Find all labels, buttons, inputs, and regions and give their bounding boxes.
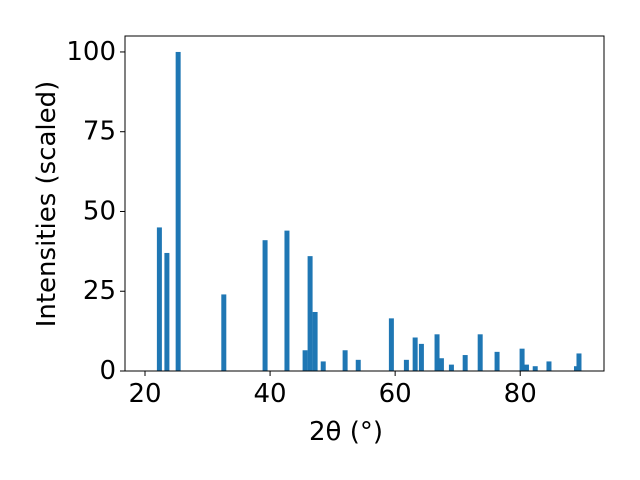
y-tick-label: 0 [99, 356, 116, 386]
bar [312, 311, 318, 371]
y-tick-label: 25 [83, 276, 116, 306]
y-axis-label: Intensities (scaled) [32, 81, 62, 328]
x-tick-label: 80 [504, 379, 537, 409]
bar [320, 361, 326, 371]
bar [221, 294, 227, 371]
bar [355, 359, 361, 371]
bar [302, 350, 308, 371]
bar [156, 227, 162, 371]
bar [388, 318, 394, 371]
bar [284, 230, 290, 371]
bar [448, 364, 454, 371]
bar [175, 51, 181, 371]
bar [523, 364, 529, 371]
bar [576, 353, 582, 371]
bar [403, 359, 409, 371]
x-tick-label: 20 [128, 379, 161, 409]
y-tick-label: 100 [66, 37, 116, 67]
x-tick-label: 40 [254, 379, 287, 409]
plot-frame [124, 35, 605, 372]
bar [519, 348, 525, 371]
x-axis-label: 2θ (°) [309, 417, 383, 447]
bar [434, 334, 440, 371]
bar [164, 252, 170, 371]
bar [412, 337, 418, 371]
bar [438, 358, 444, 371]
bar [546, 361, 552, 371]
bar [342, 350, 348, 371]
bar [262, 240, 268, 371]
bar [418, 343, 424, 371]
y-tick-label: 75 [83, 117, 116, 147]
bar [494, 351, 500, 371]
bar [532, 366, 538, 371]
bar [573, 366, 579, 371]
bar [462, 355, 468, 371]
bar [477, 334, 483, 371]
y-tick-label: 50 [83, 196, 116, 226]
bar [307, 256, 313, 371]
x-tick-label: 60 [379, 379, 412, 409]
